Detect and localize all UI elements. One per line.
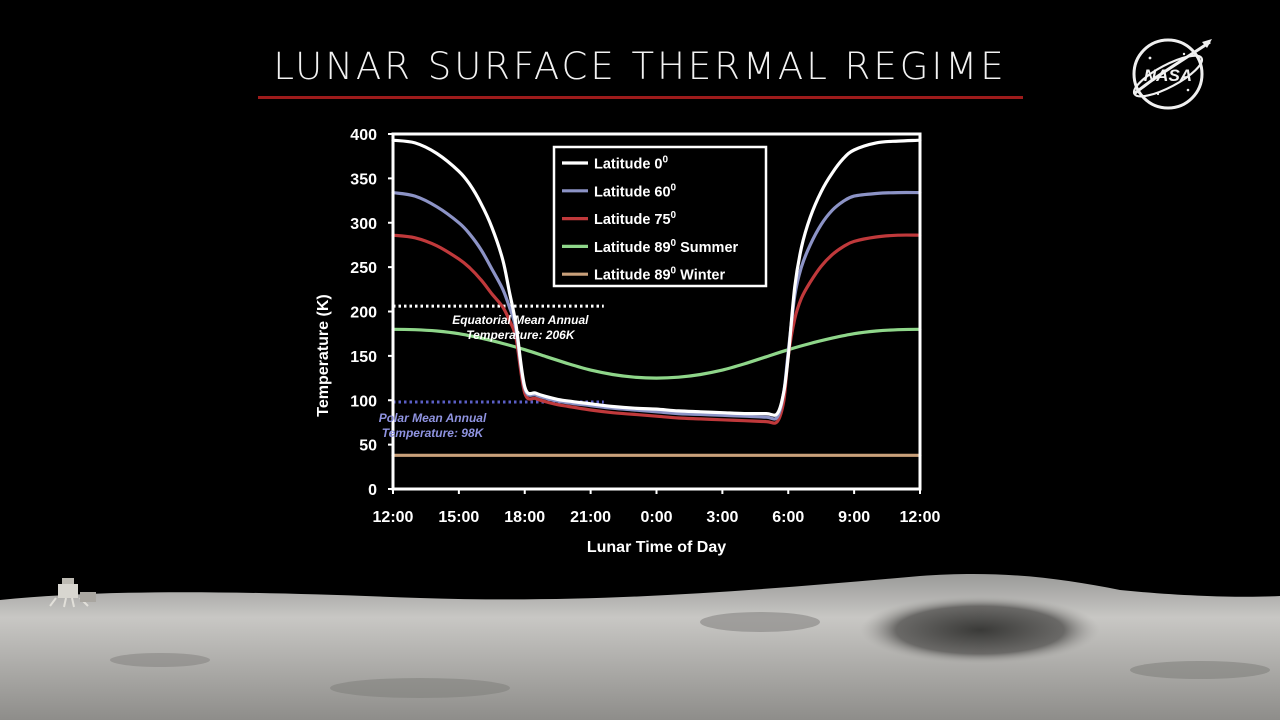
- lunar-lander-icon: [49, 578, 96, 608]
- x-tick-label-3: 21:00: [570, 509, 611, 526]
- legend-label-3: Latitude 890 Summer: [594, 238, 739, 256]
- y-tick-label-2: 100: [350, 393, 377, 410]
- y-tick-label-6: 300: [350, 216, 377, 233]
- series-line-3: [391, 327, 922, 380]
- legend-label-2: Latitude 750: [594, 210, 677, 228]
- title-underline: [258, 96, 1023, 99]
- series-line-1: [391, 190, 922, 421]
- chart-labels: 0 50 100 150 200 250 300 350 400 12:00 15:00 18:00 2…: [315, 127, 941, 556]
- x-tick-label-8: 12:00: [900, 509, 941, 526]
- x-tick-label-2: 18:00: [504, 509, 545, 526]
- y-tick-label-3: 150: [350, 349, 377, 366]
- y-tick-label-1: 50: [359, 438, 377, 455]
- x-tick-label-6: 6:00: [772, 509, 804, 526]
- chart-legend: Latitude 00 Latitude 600 Latitude 750 Latit…: [552, 145, 768, 288]
- legend-label-4: Latitude 890 Winter: [594, 266, 725, 284]
- x-tick-label-0: 12:00: [373, 509, 414, 526]
- reference-label-1-line1: Polar Mean Annual: [379, 411, 487, 425]
- y-tick-label-7: 350: [350, 171, 377, 188]
- series-line-0: [391, 138, 922, 417]
- nasa-logo-text: NASA: [1144, 66, 1192, 85]
- y-tick-label-4: 200: [350, 305, 377, 322]
- x-tick-label-4: 0:00: [640, 509, 672, 526]
- legend-label-0: Latitude 00: [594, 155, 668, 173]
- x-tick-label-5: 3:00: [706, 509, 738, 526]
- x-axis-title: Lunar Time of Day: [587, 539, 726, 556]
- x-tick-label-7: 9:00: [838, 509, 870, 526]
- legend-label-1: Latitude 600: [594, 182, 677, 200]
- reference-label-0-line1: Equatorial Mean Annual: [452, 313, 589, 327]
- chart-frame: [388, 132, 922, 494]
- y-axis-title: Temperature (K): [315, 294, 332, 416]
- reference-label-1-line2: Temperature: 98K: [382, 426, 485, 440]
- y-tick-label-5: 250: [350, 260, 377, 277]
- slide-title: LUNAR SURFACE THERMAL REGIME: [273, 45, 1007, 88]
- y-tick-label-8: 400: [350, 127, 377, 144]
- reference-label-0-line2: Temperature: 206K: [466, 328, 576, 342]
- series-line-2: [391, 233, 922, 425]
- legend-box: [552, 145, 768, 288]
- x-tick-label-1: 15:00: [438, 509, 479, 526]
- nasa-logo: NASA: [1132, 38, 1212, 110]
- chart-lines: [391, 138, 922, 457]
- y-tick-label-0: 0: [368, 482, 377, 499]
- lunar-surface-image: [0, 573, 1280, 720]
